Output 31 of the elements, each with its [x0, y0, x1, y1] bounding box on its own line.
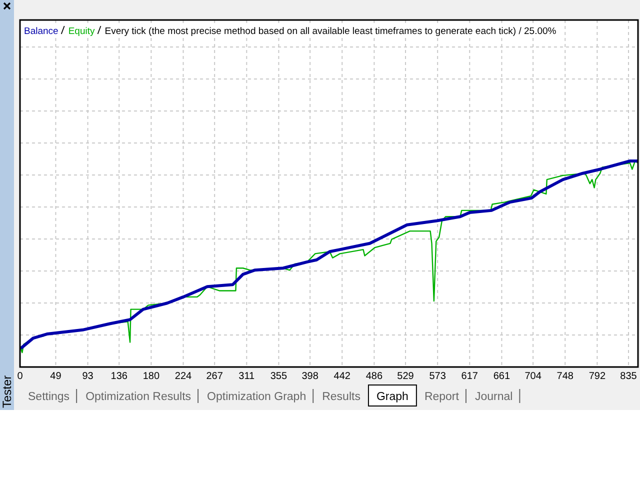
x-tick-label: 442 [334, 371, 351, 382]
text: Results [322, 391, 361, 403]
x-tick-label: 835 [620, 371, 638, 382]
text: Graph [376, 391, 408, 403]
x-tick-label: 355 [270, 371, 288, 382]
text: Journal [474, 391, 513, 403]
x-tick-label: 792 [588, 371, 606, 382]
text: Balance [24, 26, 58, 37]
x-tick-label: 486 [366, 371, 383, 382]
x-tick-label: 704 [524, 371, 542, 382]
x-tick-label: 0 [17, 371, 24, 382]
x-tick-label: 398 [302, 371, 319, 382]
text: Settings [28, 391, 70, 403]
x-tick-label: 49 [50, 371, 62, 382]
x-tick-label: 136 [110, 371, 128, 382]
chart-title: Every tick (the most precise method based on all available least timeframes to generate each tick) / 25.00% [104, 26, 557, 37]
x-tick-label: 267 [206, 371, 224, 382]
x-tick-label: 661 [493, 371, 510, 382]
x-tick-label: 93 [82, 371, 94, 382]
text: Tester [0, 375, 14, 408]
x-tick-label: 748 [556, 371, 574, 382]
x-tick-label: 311 [238, 371, 256, 382]
x-tick-label: 529 [397, 371, 414, 382]
x-tick-label: 617 [461, 371, 478, 382]
text: Equity [68, 26, 95, 37]
x-tick-label: 573 [429, 371, 446, 382]
text: Report [424, 391, 460, 403]
x-tick-label: 180 [142, 371, 160, 382]
text: Optimization Results [86, 391, 192, 403]
x-tick-label: 224 [174, 371, 192, 382]
text: Optimization Graph [207, 391, 306, 403]
